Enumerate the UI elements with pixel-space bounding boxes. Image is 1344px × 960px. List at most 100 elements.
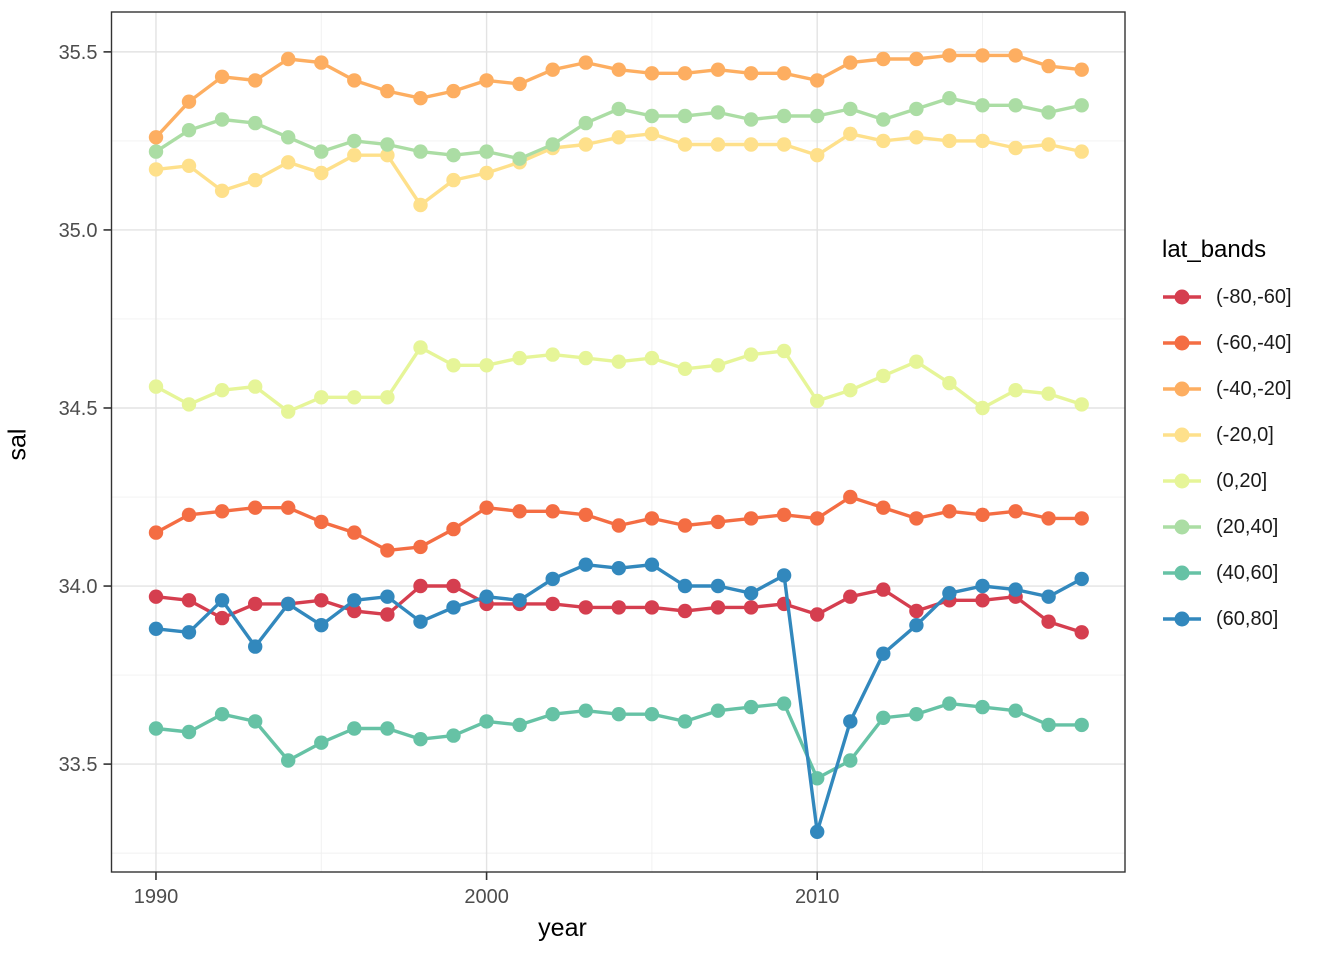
data-point-band-m40-m20 — [843, 55, 858, 70]
data-point-band-40-60 — [248, 714, 263, 729]
data-point-band-20-40 — [909, 101, 924, 117]
data-point-band-60-80 — [479, 589, 494, 604]
data-point-band-m20-0 — [776, 137, 792, 152]
y-tick-label: 35.0 — [59, 220, 98, 242]
data-point-band-0-20 — [909, 354, 924, 369]
data-point-band-60-80 — [710, 578, 726, 594]
data-point-band-0-20 — [1074, 397, 1089, 412]
data-point-band-20-40 — [512, 151, 527, 166]
data-point-band-20-40 — [545, 137, 560, 152]
data-point-band-40-60 — [1074, 717, 1089, 733]
data-point-band-m60-m40 — [181, 507, 197, 522]
y-tick-label: 35.5 — [59, 42, 98, 64]
data-point-band-m60-m40 — [810, 511, 825, 526]
data-point-band-60-80 — [545, 571, 560, 587]
data-point-band-m60-m40 — [942, 504, 957, 519]
data-point-band-m60-m40 — [380, 543, 395, 558]
data-point-band-m40-m20 — [743, 66, 759, 81]
data-point-band-60-80 — [942, 586, 957, 601]
data-point-band-0-20 — [843, 383, 858, 398]
y-tick-label: 34.5 — [59, 398, 98, 420]
data-point-band-m80-m60 — [380, 607, 395, 622]
data-point-band-0-20 — [644, 350, 660, 366]
data-point-band-0-20 — [446, 358, 461, 373]
data-point-band-40-60 — [479, 714, 494, 729]
legend-key-icon — [1163, 289, 1201, 305]
data-point-band-40-60 — [843, 753, 858, 768]
data-point-band-0-20 — [710, 358, 726, 373]
data-point-band-m20-0 — [876, 133, 891, 149]
data-point-band-0-20 — [479, 358, 494, 373]
data-point-band-60-80 — [512, 593, 527, 608]
data-point-band-60-80 — [1041, 589, 1056, 604]
legend-item-band-60-80: (60,80] — [1160, 604, 1344, 634]
data-point-band-m40-m20 — [1074, 62, 1089, 77]
data-point-band-20-40 — [1008, 98, 1023, 113]
data-point-band-m20-0 — [479, 165, 494, 181]
data-point-band-40-60 — [181, 724, 197, 740]
data-point-band-0-20 — [214, 383, 230, 398]
data-point-band-20-40 — [1041, 105, 1056, 120]
data-point-band-60-80 — [677, 578, 693, 594]
legend-label: (-40,-20] — [1216, 377, 1292, 400]
data-point-band-m80-m60 — [578, 600, 593, 615]
data-point-band-60-80 — [909, 618, 924, 633]
data-point-band-40-60 — [975, 699, 990, 715]
data-point-band-20-40 — [644, 108, 660, 124]
data-point-band-0-20 — [942, 375, 957, 391]
legend: lat_bands (-80,-60] (-60,-40] (-40,-20] (-2… — [1160, 236, 1344, 650]
data-point-band-m60-m40 — [479, 500, 494, 515]
data-point-band-40-60 — [644, 707, 660, 722]
data-point-band-40-60 — [446, 728, 461, 743]
data-point-band-m60-m40 — [347, 525, 362, 540]
data-point-band-40-60 — [148, 721, 164, 736]
data-point-band-m20-0 — [611, 130, 626, 145]
data-point-band-m40-m20 — [942, 48, 957, 63]
data-point-band-m40-m20 — [611, 62, 626, 77]
data-point-band-60-80 — [281, 596, 296, 612]
data-point-band-m80-m60 — [810, 607, 825, 622]
y-tick-label: 34.0 — [59, 576, 98, 598]
data-point-band-40-60 — [810, 771, 825, 786]
data-point-band-m40-m20 — [347, 73, 362, 88]
data-point-band-m80-m60 — [545, 596, 560, 612]
data-point-band-40-60 — [876, 710, 891, 725]
data-point-band-m80-m60 — [876, 582, 891, 597]
data-point-band-m80-m60 — [644, 600, 660, 615]
data-point-band-m60-m40 — [446, 521, 461, 537]
data-point-band-0-20 — [743, 347, 759, 362]
data-point-band-0-20 — [512, 350, 527, 366]
data-point-band-m20-0 — [446, 172, 461, 188]
x-tick-label: 2010 — [795, 886, 840, 908]
data-point-band-m80-m60 — [446, 578, 461, 594]
data-point-band-m20-0 — [347, 148, 362, 163]
data-point-band-20-40 — [446, 148, 461, 163]
data-point-band-m20-0 — [975, 133, 990, 149]
legend-item-band-m80-m60: (-80,-60] — [1160, 282, 1344, 312]
legend-key-icon — [1163, 473, 1201, 489]
data-point-band-0-20 — [314, 390, 329, 405]
data-point-band-m60-m40 — [512, 504, 527, 519]
legend-item-band-20-40: (20,40] — [1160, 512, 1344, 542]
data-point-band-20-40 — [843, 101, 858, 117]
data-point-band-40-60 — [281, 753, 296, 768]
data-point-band-m20-0 — [942, 133, 957, 149]
data-point-band-m20-0 — [743, 137, 759, 152]
data-point-band-m60-m40 — [876, 500, 891, 515]
data-point-band-m60-m40 — [214, 504, 230, 519]
data-point-band-60-80 — [446, 600, 461, 615]
data-point-band-m80-m60 — [347, 603, 362, 619]
data-point-band-m60-m40 — [1074, 511, 1089, 526]
data-point-band-40-60 — [611, 707, 626, 722]
data-point-band-40-60 — [909, 707, 924, 722]
data-point-band-20-40 — [743, 112, 759, 127]
legend-label: (-20,0] — [1216, 423, 1274, 446]
data-point-band-60-80 — [810, 824, 825, 839]
data-point-band-m60-m40 — [743, 511, 759, 526]
data-point-band-20-40 — [148, 144, 164, 159]
data-point-band-m60-m40 — [248, 500, 263, 515]
data-point-band-m40-m20 — [578, 55, 593, 70]
data-point-band-40-60 — [677, 714, 693, 729]
data-point-band-m80-m60 — [677, 603, 693, 619]
data-point-band-40-60 — [710, 703, 726, 718]
